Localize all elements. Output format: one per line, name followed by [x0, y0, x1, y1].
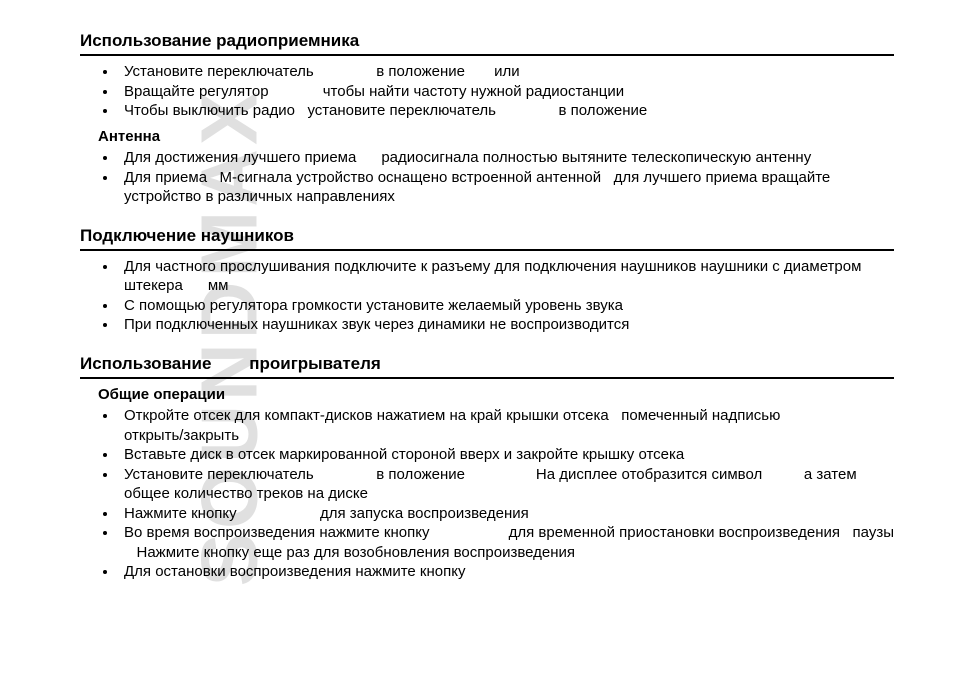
document-content: Использование радиоприемника Установите … — [0, 0, 954, 618]
player-instructions-list: Откройте отсек для компакт-дисков нажати… — [80, 406, 894, 582]
list-item: Вставьте диск в отсек маркированной стор… — [118, 445, 894, 465]
list-item: Для приема М-сигнала устройство оснащено… — [118, 168, 894, 207]
list-item: Для остановки воспроизведения нажмите кн… — [118, 562, 894, 582]
headphones-instructions-list: Для частного прослушивания подключите к … — [80, 257, 894, 335]
list-item: Вращайте регулятор чтобы найти частоту н… — [118, 82, 894, 102]
list-item: Для достижения лучшего приема радиосигна… — [118, 148, 894, 168]
list-item: С помощью регулятора громкости установит… — [118, 296, 894, 316]
antenna-instructions-list: Для достижения лучшего приема радиосигна… — [80, 148, 894, 207]
list-item: Во время воспроизведения нажмите кнопку … — [118, 523, 894, 562]
list-item: Установите переключатель в положение или — [118, 62, 894, 82]
list-item: Откройте отсек для компакт-дисков нажати… — [118, 406, 894, 445]
list-item: Чтобы выключить радио установите переклю… — [118, 101, 894, 121]
antenna-subheader: Антенна — [98, 127, 894, 147]
list-item: Установите переключатель в положение На … — [118, 465, 894, 504]
list-item: Нажмите кнопку для запуска воспроизведен… — [118, 504, 894, 524]
section-headphones-title: Подключение наушников — [80, 225, 894, 251]
radio-instructions-list: Установите переключатель в положение или… — [80, 62, 894, 121]
section-radio-title: Использование радиоприемника — [80, 30, 894, 56]
general-operations-subheader: Общие операции — [98, 385, 894, 405]
section-player-title: Использование проигрывателя — [80, 353, 894, 379]
list-item: Для частного прослушивания подключите к … — [118, 257, 894, 296]
list-item: При подключенных наушниках звук через ди… — [118, 315, 894, 335]
